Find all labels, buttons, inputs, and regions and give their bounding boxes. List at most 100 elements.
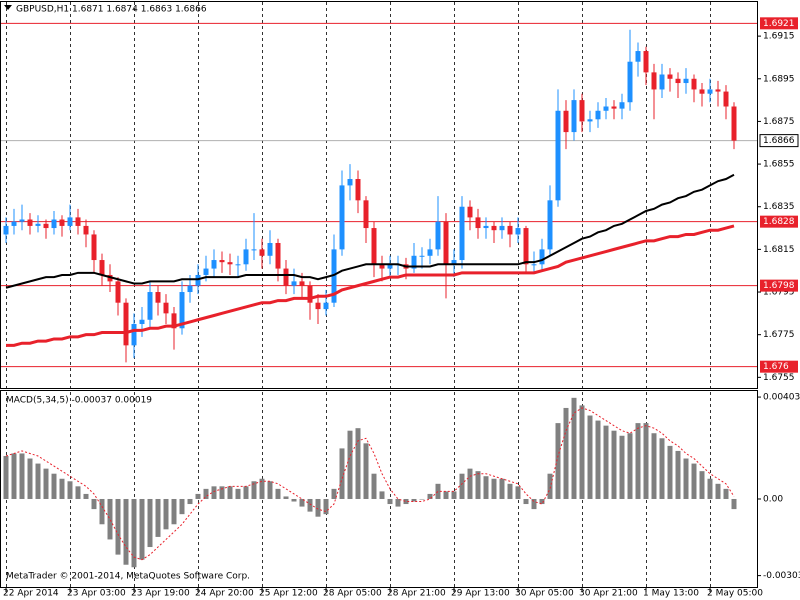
candle-body	[483, 225, 489, 229]
candle-body	[179, 292, 185, 329]
y-tick-label: 0.00	[763, 494, 783, 504]
candle-body	[635, 51, 641, 62]
candle-body	[11, 221, 17, 226]
macd-bar	[531, 498, 537, 510]
candle-body	[731, 106, 737, 141]
candle-body	[75, 217, 81, 226]
candle-body	[187, 285, 193, 293]
candle-body	[651, 72, 657, 90]
macd-bar	[643, 423, 649, 499]
candle-body	[715, 89, 721, 92]
macd-bar	[267, 481, 273, 499]
candle-body	[315, 302, 321, 310]
candle-body	[67, 217, 73, 226]
macd-bar	[107, 498, 113, 540]
macd-bar	[11, 453, 17, 499]
candle-body	[667, 74, 673, 79]
macd-bar	[115, 498, 121, 555]
candle-body	[515, 228, 521, 235]
level-label: 1.6828	[763, 217, 795, 227]
macd-bar	[667, 445, 673, 499]
macd-bar	[339, 448, 345, 499]
macd-bar	[187, 498, 193, 505]
x-tick-label: 1 May 13:00	[643, 589, 699, 599]
candle-body	[387, 264, 393, 269]
macd-bar	[355, 428, 361, 499]
macd-bar	[707, 478, 713, 499]
level-label: 1.6798	[763, 281, 795, 291]
candle-body	[507, 225, 513, 235]
macd-bar	[203, 488, 209, 499]
candle-body	[115, 281, 121, 303]
macd-bar	[627, 433, 633, 499]
macd-bar	[651, 433, 657, 499]
candle-body	[691, 78, 697, 90]
candle-body	[347, 179, 353, 186]
macd-bar	[635, 423, 641, 499]
macd-bar	[715, 483, 721, 499]
candle-body	[107, 274, 113, 282]
candle-body	[595, 110, 601, 120]
macd-bar	[307, 498, 313, 512]
candle-body	[443, 221, 449, 265]
macd-bar	[43, 468, 49, 499]
level-box	[760, 17, 798, 30]
candle-body	[171, 313, 177, 329]
macd-bar	[51, 473, 57, 499]
candle-body	[491, 225, 497, 231]
macd-title: MACD(5,34,5) -0.00037 0.00019	[6, 396, 152, 406]
candle-body	[419, 255, 425, 257]
macd-bar	[235, 488, 241, 499]
y-tick-label: 1.6895	[763, 74, 795, 84]
macd-bar	[171, 498, 177, 525]
y-tick-label: 0.00403	[763, 393, 800, 403]
macd-bar	[347, 430, 353, 499]
macd-bar	[91, 498, 97, 510]
candle-body	[699, 89, 705, 94]
macd-bar	[547, 473, 553, 499]
macd-bar	[195, 493, 201, 499]
copyright: MetaTrader © 2001-2014, MetaQuotes Softw…	[6, 572, 250, 582]
macd-bar	[619, 435, 625, 499]
macd-bar	[515, 486, 521, 499]
macd-bar	[299, 498, 305, 507]
candle-body	[267, 242, 273, 256]
candle-body	[307, 285, 313, 303]
macd-bar	[275, 488, 281, 499]
macd-bar	[691, 463, 697, 499]
macd-bar	[499, 478, 505, 499]
macd-bar	[723, 488, 729, 499]
macd-bar	[211, 486, 217, 499]
candle-body	[547, 200, 553, 250]
macd-bar	[563, 407, 569, 499]
candle-body	[291, 281, 297, 286]
macd-bar	[315, 498, 321, 517]
x-tick-label: 30 Apr 21:00	[579, 589, 638, 599]
candle-body	[643, 51, 649, 73]
macd-bar	[611, 430, 617, 499]
macd-bar	[323, 498, 329, 515]
macd-bar	[555, 423, 561, 499]
candle-body	[27, 219, 33, 226]
candle-body	[331, 249, 337, 303]
candle-body	[427, 249, 433, 256]
candle-body	[683, 78, 689, 84]
macd-bar	[227, 486, 233, 499]
moving-average	[6, 224, 735, 347]
x-tick-label: 28 Apr 05:00	[323, 589, 382, 599]
candle-body	[411, 255, 417, 269]
macd-bar	[467, 468, 473, 499]
macd-bar	[83, 493, 89, 499]
macd-bar	[419, 498, 425, 500]
x-tick-label: 29 Apr 13:00	[451, 589, 510, 599]
candle-body	[123, 302, 129, 346]
candle-body	[659, 74, 665, 90]
chart-title: GBPUSD,H1 1.6871 1.6874 1.6863 1.6866	[16, 5, 207, 15]
macd-bar	[659, 438, 665, 499]
macd-bar	[507, 483, 513, 499]
macd-bar	[443, 491, 449, 499]
macd-bar	[451, 491, 457, 499]
candle-body	[211, 260, 217, 269]
